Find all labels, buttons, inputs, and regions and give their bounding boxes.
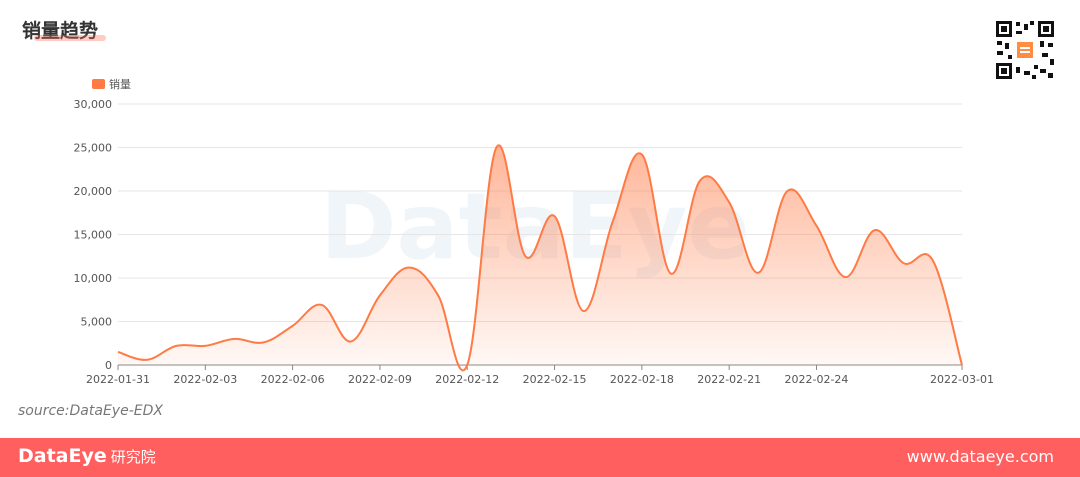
x-tick-label: 2022-01-31 (86, 373, 150, 386)
sales-trend-chart: DataEye 05,00010,00015,00020,00025,00030… (74, 77, 994, 386)
footer-bar: DataEye 研究院 www.dataeye.com (0, 438, 1080, 477)
x-tick-label: 2022-02-03 (173, 373, 237, 386)
footer-brand-logo: DataEye (18, 445, 107, 467)
y-tick-label: 15,000 (74, 229, 113, 242)
footer-brand: DataEye 研究院 (18, 445, 156, 467)
x-tick-label: 2022-02-09 (348, 373, 412, 386)
title-underline (34, 35, 106, 41)
y-tick-label: 25,000 (74, 142, 113, 155)
legend-swatch[interactable] (92, 79, 105, 89)
x-tick-label: 2022-02-24 (785, 373, 849, 386)
qr-code-icon (994, 19, 1056, 81)
x-axis: 2022-01-31 2022-02-03 2022-02-06 2022-02-09… (86, 364, 994, 386)
x-tick-label: 2022-02-21 (697, 373, 761, 386)
y-tick-label: 20,000 (74, 185, 113, 198)
y-tick-label: 30,000 (74, 98, 113, 111)
sales-area (118, 145, 962, 371)
footer-url[interactable]: www.dataeye.com (906, 447, 1054, 466)
y-tick-label: 10,000 (74, 272, 113, 285)
sales-line (117, 144, 963, 372)
chart-title: 销量趋势 (22, 20, 99, 42)
y-axis: 0 5,000 10,000 15,000 20,000 25,000 30,000 (74, 98, 113, 372)
y-tick-label: 0 (105, 359, 112, 372)
x-tick-label: 2022-02-12 (435, 373, 499, 386)
source-note: source:DataEye-EDX (18, 403, 163, 419)
y-tick-label: 5,000 (81, 316, 113, 329)
x-tick-label: 2022-02-06 (261, 373, 325, 386)
footer-brand-suffix: 研究院 (110, 448, 156, 466)
x-tick-label: 2022-03-01 (930, 373, 994, 386)
x-tick-label: 2022-02-18 (610, 373, 674, 386)
x-tick-label: 2022-02-15 (523, 373, 587, 386)
legend: 销量 (92, 77, 131, 91)
legend-label[interactable]: 销量 (109, 77, 131, 91)
